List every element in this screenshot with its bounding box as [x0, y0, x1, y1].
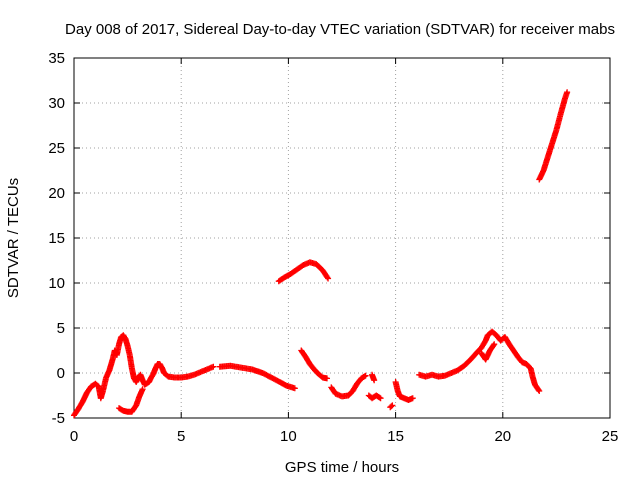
data-point: [409, 395, 416, 402]
data-point: [323, 375, 330, 382]
data-point: [139, 386, 146, 393]
data-point: [325, 275, 332, 282]
axis-ticks: 0 5 10 15 20 25 -5 0 5 10 15 20 25 30 35: [48, 50, 618, 445]
data-point: [388, 403, 395, 410]
x-tick-label: 15: [387, 428, 404, 445]
y-tick-label: 25: [48, 140, 65, 157]
x-tick-label: 0: [70, 428, 78, 445]
data-point: [490, 342, 497, 349]
x-tick-label: 10: [280, 428, 297, 445]
x-tick-label: 5: [177, 428, 185, 445]
x-tick-label: 20: [494, 428, 511, 445]
grid: [74, 58, 610, 418]
y-tick-label: 30: [48, 95, 65, 112]
y-tick-label: 20: [48, 185, 65, 202]
data-points: [71, 89, 571, 419]
data-point: [361, 373, 368, 380]
data-point: [564, 89, 571, 96]
y-tick-label: 0: [57, 365, 65, 382]
data-point: [389, 402, 396, 409]
y-tick-label: 10: [48, 275, 65, 292]
data-point: [291, 385, 298, 392]
data-point: [536, 388, 543, 394]
data-point: [362, 372, 369, 379]
data-point: [210, 363, 217, 370]
x-tick-label: 25: [602, 428, 619, 445]
data-point: [376, 394, 383, 401]
y-axis-label: SDTVAR / TECUs: [5, 178, 22, 298]
y-tick-label: -5: [52, 410, 65, 427]
y-tick-label: 15: [48, 230, 65, 247]
y-tick-label: 5: [57, 320, 65, 337]
data-point: [535, 386, 542, 393]
y-tick-label: 35: [48, 50, 65, 67]
data-point: [377, 395, 384, 402]
chart-title: Day 008 of 2017, Sidereal Day-to-day VTE…: [65, 21, 615, 38]
data-point: [491, 341, 498, 348]
data-point: [371, 377, 378, 384]
x-axis-label: GPS time / hours: [285, 459, 399, 476]
data-point: [324, 274, 331, 281]
